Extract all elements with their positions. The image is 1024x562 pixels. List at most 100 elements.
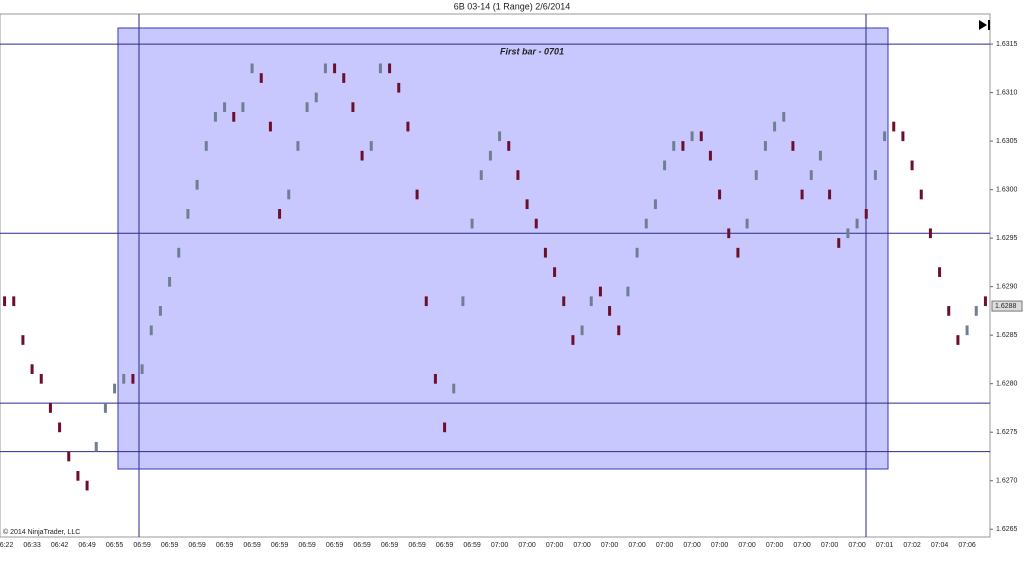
bar — [470, 218, 474, 229]
bar — [433, 373, 437, 384]
bar — [342, 73, 346, 83]
bar — [168, 276, 172, 287]
bar — [800, 189, 804, 200]
x-tick-label: 07:00 — [738, 542, 756, 549]
x-tick-label: 06:59 — [243, 542, 261, 549]
bar — [94, 441, 98, 452]
x-tick-label: 06:55 — [106, 542, 124, 549]
bar — [956, 335, 960, 345]
bar — [873, 170, 877, 180]
bar — [351, 102, 355, 113]
y-tick-label: 1.6270 — [996, 478, 1018, 485]
bar — [571, 335, 575, 345]
bar — [415, 189, 419, 200]
bar — [287, 189, 291, 200]
bar — [864, 209, 868, 219]
bar — [553, 267, 557, 277]
x-tick-label: 06:59 — [463, 542, 481, 549]
bar — [461, 296, 465, 307]
bar — [67, 451, 71, 462]
bar — [232, 112, 236, 122]
x-tick-label: 06:59 — [216, 542, 234, 549]
y-tick-label: 1.6275 — [996, 429, 1018, 436]
bar — [39, 373, 43, 384]
bar — [745, 218, 749, 229]
bar — [333, 63, 337, 74]
bar — [378, 63, 382, 74]
bar — [177, 247, 181, 258]
bar — [85, 480, 89, 491]
x-tick-label: 07:00 — [821, 542, 839, 549]
bar — [708, 150, 712, 161]
bar — [204, 141, 208, 151]
x-tick-label: 07:00 — [683, 542, 701, 549]
bar — [314, 92, 318, 103]
bar — [562, 296, 566, 307]
y-tick-label: 1.6305 — [996, 138, 1018, 145]
x-tick-label: 06:59 — [133, 542, 151, 549]
bar — [158, 306, 162, 316]
bar — [608, 306, 612, 316]
bar — [589, 296, 593, 307]
bar — [21, 335, 25, 345]
bar — [488, 150, 492, 161]
bar — [763, 141, 767, 151]
bar — [113, 383, 117, 394]
bar — [818, 150, 822, 161]
bar — [3, 296, 7, 307]
x-tick-label: 07:00 — [546, 542, 564, 549]
bar — [131, 373, 135, 384]
x-tick-label: 06:42 — [51, 542, 69, 549]
chart-title: 6B 03-14 (1 Range) 2/6/2014 — [454, 1, 571, 11]
bar — [397, 82, 401, 93]
y-tick-label: 1.6295 — [996, 235, 1018, 242]
bar — [938, 267, 942, 277]
bar — [681, 141, 685, 151]
bar — [406, 121, 410, 132]
bar — [965, 325, 969, 336]
bar — [149, 325, 153, 336]
y-tick-label: 1.6290 — [996, 284, 1018, 291]
bar — [103, 403, 107, 413]
x-tick-label: 06:59 — [353, 542, 371, 549]
bar — [626, 286, 630, 297]
bar — [791, 141, 795, 151]
bar — [947, 306, 951, 316]
x-tick-label: 07:06 — [958, 542, 976, 549]
bar — [543, 247, 547, 258]
bar — [663, 160, 667, 171]
y-tick-label: 1.6285 — [996, 332, 1018, 339]
bar — [828, 189, 832, 200]
bar — [516, 170, 520, 180]
bar — [644, 218, 648, 229]
bar — [48, 403, 52, 413]
bar — [653, 199, 657, 210]
x-tick-label: 07:00 — [656, 542, 674, 549]
bar — [919, 189, 923, 200]
bar — [479, 170, 483, 180]
bar — [250, 63, 254, 74]
x-tick-label: 06:49 — [78, 542, 96, 549]
y-tick-label: 1.6310 — [996, 89, 1018, 96]
bar — [910, 160, 914, 171]
bar — [360, 150, 364, 161]
scroll-end-button[interactable] — [979, 20, 990, 30]
bar — [30, 364, 34, 374]
x-tick-label: 07:02 — [903, 542, 921, 549]
x-tick-label: 07:00 — [711, 542, 729, 549]
x-tick-label: 06:59 — [298, 542, 316, 549]
bar — [140, 364, 144, 374]
bar — [122, 373, 126, 384]
y-tick-label: 1.6265 — [996, 526, 1018, 533]
bar — [12, 296, 16, 307]
bar — [388, 63, 392, 74]
bar — [782, 112, 786, 122]
bar — [718, 189, 722, 200]
bar — [754, 170, 758, 180]
bar — [846, 228, 850, 239]
bar — [213, 112, 217, 122]
bar — [773, 121, 777, 132]
copyright: © 2014 NinjaTrader, LLC — [3, 528, 80, 536]
x-tick-label: 07:00 — [518, 542, 536, 549]
